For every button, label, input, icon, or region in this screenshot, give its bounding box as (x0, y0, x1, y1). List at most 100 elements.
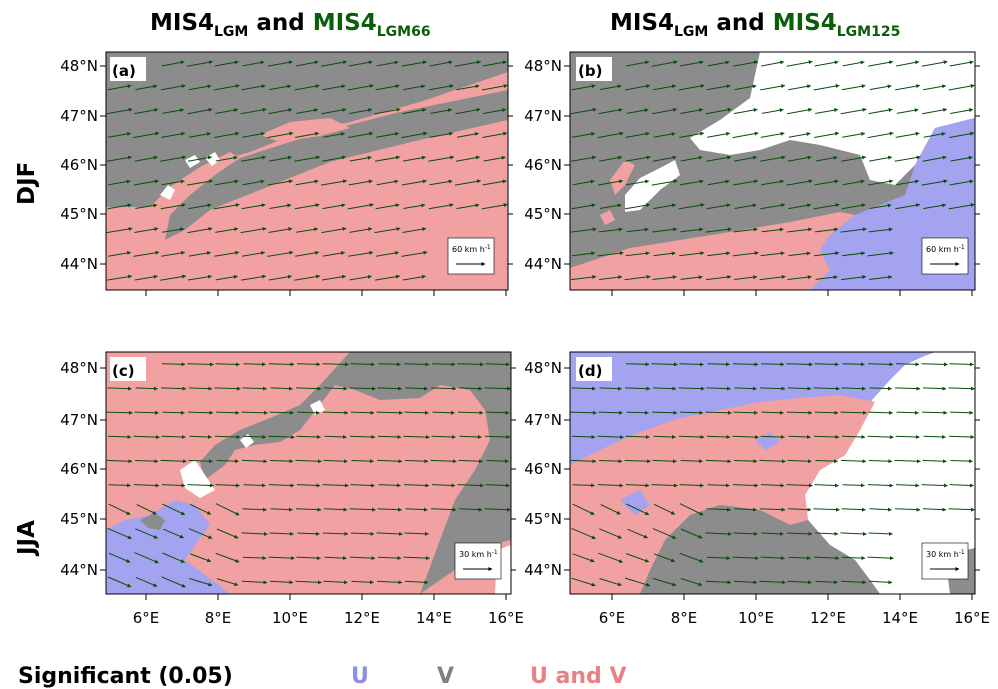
wind-vector (403, 84, 426, 91)
wind-vector (923, 203, 947, 210)
wind-vector (705, 410, 732, 415)
wind-vector (133, 179, 159, 186)
wind-vector (814, 131, 840, 138)
wind-vector (296, 483, 321, 488)
wind-vector (922, 155, 947, 162)
wind-vector (841, 507, 866, 512)
panel-c-region-u (106, 500, 230, 594)
wind-vector (295, 580, 322, 585)
wind-vector (295, 459, 322, 464)
wind-vector (241, 531, 268, 536)
wind-vector (401, 250, 428, 257)
wind-vector (134, 459, 159, 464)
wind-vector (626, 108, 649, 114)
wind-vector (241, 155, 267, 162)
panel-d-reference-label: 30 km h-1 (926, 549, 965, 559)
wind-vector (624, 274, 651, 281)
wind-vector (161, 362, 186, 367)
wind-vector (626, 179, 650, 186)
wind-vector (268, 362, 295, 367)
wind-vector (376, 251, 400, 257)
wind-vector (377, 556, 402, 561)
lat-tick-label: 47°N (60, 107, 98, 125)
wind-vector (347, 84, 374, 91)
wind-vector (268, 227, 293, 233)
wind-vector (404, 410, 429, 415)
wind-vector (867, 483, 894, 488)
wind-vector (626, 227, 649, 233)
wind-vector (652, 155, 677, 162)
wind-vector (187, 362, 214, 367)
wind-vector (705, 107, 732, 115)
wind-vector (268, 108, 293, 115)
wind-vector (135, 386, 158, 391)
wind-vector (624, 459, 651, 464)
wind-vector (678, 84, 705, 91)
wind-vector (760, 556, 785, 561)
wind-vector (571, 434, 596, 439)
wind-vector (320, 60, 347, 67)
wind-vector (134, 227, 159, 233)
wind-vector (733, 531, 758, 536)
wind-vector (732, 435, 759, 440)
wind-vector (269, 84, 292, 91)
wind-vector (788, 251, 811, 257)
wind-vector (455, 155, 480, 162)
wind-vector (188, 203, 212, 210)
wind-vector (679, 131, 705, 138)
wind-vector (921, 483, 948, 488)
wind-vector (241, 274, 267, 281)
wind-vector (483, 108, 507, 114)
wind-vector (921, 60, 948, 67)
wind-vector (106, 107, 133, 115)
wind-vector (625, 84, 651, 91)
wind-vector (950, 459, 973, 464)
wind-vector (599, 386, 622, 391)
wind-vector (323, 386, 348, 391)
panel-d-label: (d) (578, 362, 602, 380)
wind-vector (678, 434, 705, 439)
wind-vector (654, 553, 676, 563)
wind-vector (813, 386, 840, 391)
wind-vector (428, 84, 454, 91)
wind-vector (403, 362, 430, 367)
wind-vector (679, 503, 704, 516)
wind-vector (571, 203, 596, 210)
wind-vector (401, 60, 427, 67)
wind-vector (375, 274, 401, 281)
wind-vector (189, 434, 212, 439)
wind-vector (896, 410, 919, 415)
wind-vector (270, 386, 293, 391)
lat-tick-label: 48°N (60, 57, 98, 75)
wind-vector (188, 459, 213, 464)
wind-vector (296, 434, 321, 439)
wind-vector (106, 227, 133, 234)
wind-vector (597, 435, 624, 440)
wind-vector (160, 274, 187, 281)
wind-vector (269, 410, 294, 415)
wind-vector (321, 274, 346, 281)
wind-vector (734, 386, 757, 391)
wind-vector (733, 179, 759, 186)
wind-vector (678, 386, 705, 391)
wind-vector (948, 84, 975, 91)
wind-vector (842, 362, 865, 367)
panel-b: (b) 60 km h-1 (569, 51, 976, 291)
lon-tick-label: 10°E (738, 609, 774, 627)
wind-vector (297, 531, 320, 536)
wind-vector (787, 107, 813, 115)
lat-tick-label: 47°N (524, 411, 562, 429)
wind-vector (869, 507, 892, 512)
wind-vector (481, 84, 508, 91)
wind-vector (485, 483, 510, 488)
wind-vector (733, 459, 758, 464)
wind-vector (813, 84, 840, 91)
wind-vector (895, 434, 920, 439)
lat-tick-label: 48°N (524, 57, 562, 75)
wind-vector (267, 60, 293, 67)
wind-vector (430, 386, 457, 391)
wind-vector (296, 108, 319, 114)
wind-vector (133, 483, 160, 488)
wind-vector (679, 251, 705, 257)
wind-vector (599, 203, 622, 209)
